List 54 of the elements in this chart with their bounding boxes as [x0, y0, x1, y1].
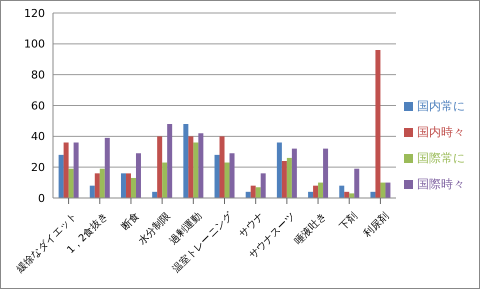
- bar: [220, 136, 225, 198]
- bar: [224, 162, 230, 198]
- x-tick-label: 利尿剤: [361, 210, 392, 240]
- bar: [276, 142, 282, 198]
- x-tick-label: 断食: [118, 210, 142, 233]
- bar: [100, 168, 105, 198]
- bar: [167, 124, 172, 198]
- bar: [339, 186, 344, 198]
- bar: [136, 153, 141, 198]
- bar: [230, 153, 235, 198]
- bar: [68, 168, 74, 198]
- bar: [282, 161, 287, 198]
- bar: [354, 168, 360, 198]
- bar: [250, 186, 256, 198]
- bar: [90, 186, 95, 198]
- bar: [313, 186, 318, 198]
- bar: [193, 142, 198, 198]
- bar: [375, 50, 380, 198]
- bar: [385, 182, 390, 198]
- bar: [120, 173, 126, 198]
- bar: [58, 154, 64, 198]
- bar: [214, 154, 220, 198]
- bar: [104, 138, 110, 198]
- bar: [256, 187, 261, 198]
- x-tick-label: 下剤: [337, 210, 360, 233]
- y-tick-label: 20: [31, 161, 45, 174]
- bar: [188, 136, 194, 198]
- bar: [64, 142, 69, 198]
- bar: [318, 182, 324, 198]
- y-tick-label: 100: [24, 38, 45, 51]
- bar: [323, 148, 328, 198]
- bar: [286, 158, 292, 198]
- y-tick-label: 0: [38, 192, 45, 205]
- y-tick-label: 80: [31, 68, 45, 82]
- legend-label: 国内常に: [417, 98, 465, 112]
- legend-label: 国際時々: [417, 176, 465, 190]
- bar: [183, 124, 188, 198]
- bar: [94, 173, 100, 198]
- bar: [130, 178, 136, 198]
- y-tick-label: 120: [24, 6, 45, 20]
- x-tick-label: サウナ: [237, 210, 266, 240]
- bar: [380, 182, 386, 198]
- bar: [162, 162, 168, 198]
- y-tick-label: 60: [31, 99, 45, 112]
- bar: [74, 142, 79, 198]
- bar: [198, 133, 204, 198]
- bar: [126, 173, 131, 198]
- bar: [260, 173, 266, 198]
- bar: [292, 148, 297, 198]
- legend-label: 国際常に: [417, 150, 465, 164]
- bar: [157, 136, 162, 198]
- y-tick-label: 40: [31, 130, 45, 144]
- x-tick-label: 唾液吐き: [292, 210, 329, 247]
- legend-label: 国内時々: [417, 124, 465, 138]
